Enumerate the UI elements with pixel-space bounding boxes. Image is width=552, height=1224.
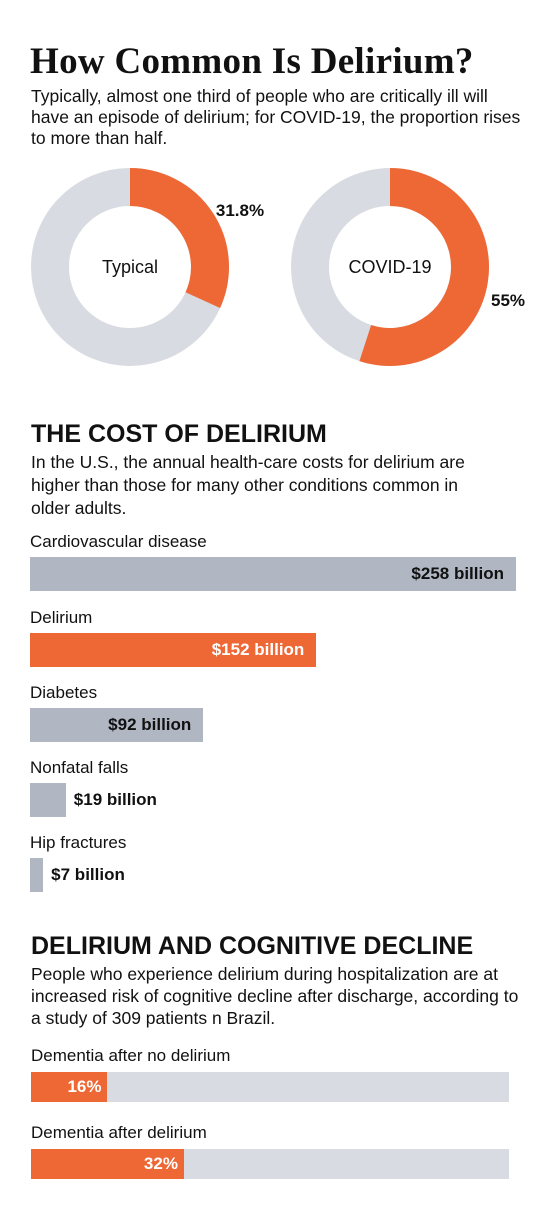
cost-value-label: $7 billion [51,865,125,884]
cost-section-description: In the U.S., the annual health-care cost… [31,452,465,518]
donut-value-label: 31.8% [216,201,264,220]
cognitive-category-label: Dementia after no delirium [31,1046,231,1065]
donut-charts: Typical 31.8% COVID-19 55% [31,168,525,366]
cognitive-bar-fill [31,1149,184,1179]
cognitive-item: Dementia after no delirium 16% [31,1046,509,1102]
cognitive-value-label: 32% [143,1154,178,1173]
cost-item: Nonfatal falls $19 billion [30,758,157,817]
cost-bar [30,708,204,742]
cost-value-label: $152 billion [211,640,305,659]
cost-bar [30,633,317,667]
cost-value-label: $19 billion [73,790,157,809]
cost-item: Delirium $152 billion [30,608,317,667]
donut-value-label: 55% [491,291,525,310]
page-subtitle: Typically, almost one third of people wh… [31,86,521,148]
cost-section-title: THE COST OF DELIRIUM [31,420,327,448]
cost-category-label: Diabetes [30,683,98,702]
page-title: How Common Is Delirium? [30,41,474,82]
donut-center-label: Typical [102,257,158,277]
donut-slice [359,168,489,366]
cognitive-value-label: 16% [67,1077,102,1096]
cognitive-bar-track: 32% [31,1149,509,1179]
cognitive-bar-track: 16% [31,1072,509,1102]
cognitive-bar-fill [31,1072,108,1102]
donut-slice [129,168,229,309]
cost-value-label: $258 billion [411,564,504,583]
cost-item: Diabetes $92 billion [30,683,204,742]
cost-item: Cardiovascular disease $258 billion [30,532,516,591]
cost-category-label: Hip fractures [30,833,127,852]
cost-bar [30,783,66,817]
cost-bar [30,858,44,892]
cost-category-label: Nonfatal falls [30,758,129,777]
cost-value-label: $92 billion [108,715,192,734]
cost-bar [30,557,516,591]
donut-center-label: COVID-19 [348,257,431,277]
cost-item: Hip fractures $7 billion [30,833,127,892]
cognitive-category-label: Dementia after delirium [31,1123,207,1142]
cognitive-item: Dementia after delirium 32% [31,1123,509,1179]
cognitive-section-description: People who experience delirium during ho… [31,964,519,1028]
cost-category-label: Cardiovascular disease [30,532,207,551]
cost-category-label: Delirium [30,608,93,627]
cognitive-section-title: DELIRIUM AND COGNITIVE DECLINE [31,932,474,960]
